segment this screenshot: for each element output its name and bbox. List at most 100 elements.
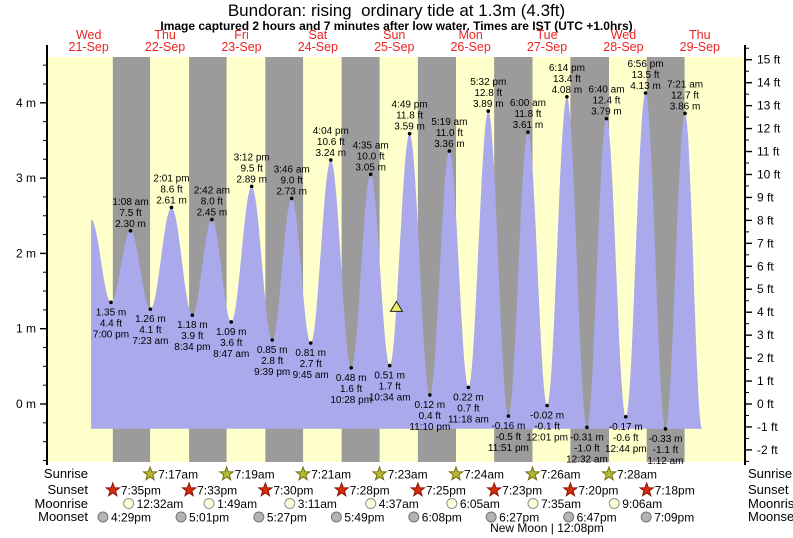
sunset-time: 7:30pm: [273, 484, 313, 498]
tide-extreme-dot: [466, 385, 471, 390]
tide-high-label: 8.0 ft: [201, 197, 223, 208]
tide-high-label: 3.24 m: [316, 148, 347, 159]
tide-low-label: 12:44 pm: [605, 444, 647, 455]
right-axis-tick-label: 15 ft: [757, 53, 781, 67]
right-axis-tick-label: 14 ft: [757, 76, 781, 90]
tide-high-label: 4:49 pm: [392, 100, 428, 111]
day-date-label: 27-Sep: [527, 40, 567, 54]
tide-extreme-dot: [190, 313, 195, 317]
tide-high-label: 9.5 ft: [241, 163, 263, 174]
sunrise-time: 7:28am: [617, 468, 657, 482]
tide-low-label: -0.31 m: [570, 432, 604, 443]
sunset-time: 7:25pm: [426, 484, 466, 498]
day-date-label: 21-Sep: [69, 40, 109, 54]
tide-high-label: 12.7 ft: [671, 90, 699, 101]
sunset-icon: [104, 481, 121, 497]
sunrise-time: 7:17am: [158, 468, 198, 482]
day-date-label: 23-Sep: [221, 40, 261, 54]
tide-high-label: 11.8 ft: [514, 109, 541, 120]
sunrise-time: 7:19am: [235, 468, 275, 482]
left-axis-tick-label: 1 m: [16, 322, 36, 336]
sunset-time: 7:35pm: [121, 484, 161, 498]
tide-extreme-dot: [289, 196, 294, 201]
tide-extreme-dot: [210, 217, 214, 222]
tide-high-label: 2.73 m: [276, 186, 307, 197]
moonrise-icon: [446, 498, 458, 509]
day-weekday-label: Wed: [76, 28, 102, 42]
tide-low-label: 0.48 m: [336, 373, 367, 384]
tide-high-label: 11.0 ft: [436, 128, 463, 139]
left-axis-tick-label: 2 m: [16, 246, 36, 260]
moonset-icon: [485, 511, 497, 523]
tide-high-label: 3.79 m: [591, 107, 622, 118]
moonrise-row-label-left: Moonrise: [34, 496, 88, 511]
tide-curve-area: [91, 93, 703, 429]
day-header-labels: Wed21-SepThu22-SepFri23-SepSat24-SepSun2…: [69, 28, 720, 54]
tide-low-label: 8:47 am: [213, 349, 249, 360]
sunset-icon: [562, 481, 579, 497]
tide-low-label: 3.6 ft: [220, 338, 242, 349]
left-axis-tick-label: 3 m: [16, 171, 36, 185]
sunrise-icon: [524, 465, 541, 481]
right-axis-tick-label: 4 ft: [757, 305, 774, 319]
day-date-label: 24-Sep: [298, 40, 338, 54]
moonset-icon: [563, 511, 575, 523]
moonset-icon: [330, 511, 342, 523]
tide-extreme-dot: [623, 415, 628, 419]
day-weekday-label: Sat: [308, 28, 327, 42]
moonrise-time: 12:32am: [137, 497, 184, 511]
moonrise-time: 6:05am: [460, 497, 500, 511]
tide-high-label: 6:40 am: [588, 85, 624, 96]
tide-low-label: 11:10 pm: [409, 422, 450, 433]
tide-high-label: 12.8 ft: [474, 88, 502, 99]
tide-high-label: 12.4 ft: [593, 96, 621, 107]
moonrise-time: 4:37am: [379, 497, 419, 511]
tide-extreme-dot: [565, 94, 569, 99]
tide-high-label: 7:21 am: [667, 79, 703, 90]
sunset-row: 7:35pm 7:33pm 7:30pm 7:28pm 7:25pm 7:23pm 7:20…: [104, 481, 695, 498]
sunset-icon: [333, 481, 350, 497]
current-tide-marker: [389, 300, 404, 312]
sunrise-time: 7:26am: [541, 468, 581, 482]
right-axis-tick-label: 0 ft: [757, 397, 774, 411]
right-axis-tick-label: 2 ft: [757, 351, 774, 365]
moonset-row: 4:29pm 5:01pm 5:27pm 5:49pm 6:08pm 6:27pm 6:47…: [97, 511, 694, 525]
tide-low-label: 8:34 pm: [174, 342, 210, 353]
day-date-label: 28-Sep: [603, 40, 643, 54]
tide-low-label: 11:18 am: [448, 414, 489, 425]
moonrise-icon: [365, 498, 377, 509]
sunrise-time: 7:24am: [464, 468, 504, 482]
tide-low-label: -0.16 m: [491, 421, 525, 432]
moonset-time: 4:29pm: [111, 511, 151, 525]
tide-extreme-dot: [169, 205, 174, 210]
tide-low-label: 7:23 am: [132, 336, 168, 347]
tide-low-label: 10:28 pm: [330, 395, 372, 406]
tide-high-label: 6:56 pm: [627, 59, 663, 70]
tide-extreme-dot: [683, 111, 687, 116]
moonset-icon: [408, 511, 420, 523]
tide-low-label: 1.6 ft: [340, 384, 362, 395]
tide-low-label: 1.35 m: [96, 307, 127, 318]
tide-high-label: 3.61 m: [513, 120, 544, 131]
moonset-time: 6:47pm: [577, 511, 617, 525]
tide-extreme-dot: [526, 130, 530, 134]
sunset-icon: [486, 481, 503, 497]
tide-extreme-dot: [249, 184, 254, 189]
tide-low-label: -1.0 ft: [574, 443, 600, 454]
tide-high-label: 7.5 ft: [119, 208, 141, 219]
tide-low-label: 1.18 m: [177, 320, 208, 331]
day-weekday-label: Sun: [383, 28, 405, 42]
day-date-label: 22-Sep: [145, 40, 185, 54]
tide-low-label: 0.81 m: [295, 348, 326, 359]
moonset-icon: [97, 511, 109, 523]
tide-extreme-dot: [604, 116, 609, 121]
sunrise-row-label-right: Sunrise: [748, 466, 793, 481]
sunrise-time: 7:23am: [388, 468, 428, 482]
tide-high-label: 3.89 m: [473, 99, 504, 110]
tide-extreme-dot: [329, 158, 333, 162]
sunrise-icon: [295, 465, 312, 481]
tide-high-label: 3.05 m: [355, 162, 386, 173]
tide-extreme-dot: [545, 403, 549, 408]
